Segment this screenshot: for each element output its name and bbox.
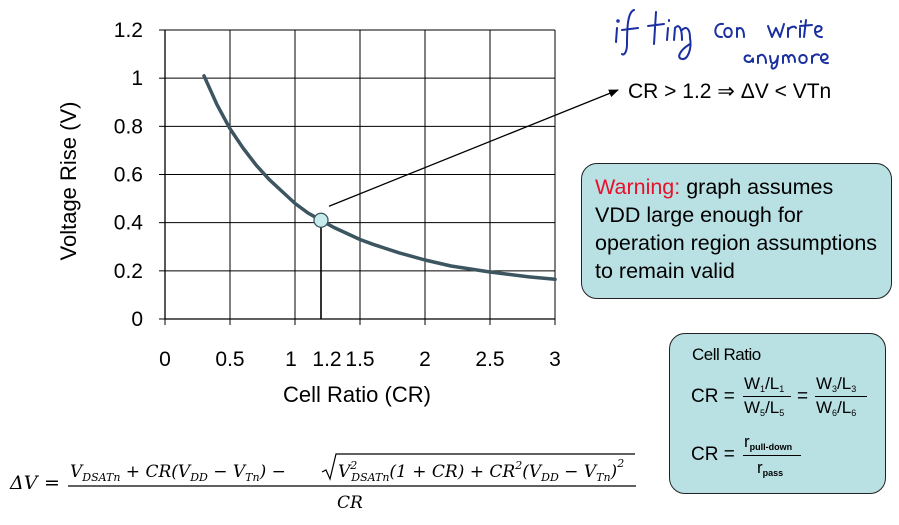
y-tick-label: 1.2 (114, 19, 143, 42)
formula-denominator: CR (337, 493, 363, 513)
x-tick-label: 1 (285, 348, 297, 371)
fraction-2-bar (815, 396, 867, 398)
chart-annotation: CR > 1.2 ⇒ ΔV < VTn (628, 80, 832, 103)
fraction-2-numerator: W3/L3 (816, 374, 857, 394)
resistance-ratio-numerator: rpull-down (744, 432, 793, 452)
warning-label: Warning: (595, 175, 681, 199)
fraction-1-numerator: W1/L1 (744, 374, 785, 394)
x-axis-label: Cell Ratio (CR) (283, 382, 431, 407)
resistance-ratio-bar (743, 455, 801, 457)
equals-sign: = (797, 386, 809, 407)
fraction-2-denominator: W6/L6 (816, 398, 857, 418)
y-tick-label: 0.2 (114, 260, 143, 283)
x-tick-label: 0 (159, 348, 171, 371)
y-tick-label: 0.6 (114, 164, 143, 187)
warning-box: Warning: graph assumes VDD large enough … (581, 163, 892, 299)
formula-numerator: VDSATn + CR(VDD − VTn) − V2 DSATn(1 + CR)… (70, 453, 635, 484)
svg-text:VDSATn + CR(VDD − VTn) −: VDSATn + CR(VDD − VTn) − (70, 462, 286, 484)
warning-text: graph assumes VDD large enough for opera… (595, 175, 878, 283)
fraction-1-bar (743, 396, 791, 398)
formula-equals: = (44, 472, 60, 494)
voltage-rise-curve (202, 74, 557, 282)
cell-ratio-box: Cell Ratio CR = W1/L1 W5/L5 = W3/L3 W6/L… (669, 333, 886, 494)
annotation-arrow (328, 89, 619, 207)
handwritten-note (615, 9, 829, 70)
resistance-ratio-denominator: rpass (757, 458, 784, 478)
cr-lhs-2: CR = (691, 444, 735, 465)
x-tick-label: 3 (549, 348, 561, 371)
cell-ratio-title: Cell Ratio (692, 345, 761, 364)
y-tick-label: 1 (131, 67, 143, 90)
y-tick-label: 0 (131, 308, 143, 331)
cr-lhs-1: CR = (691, 386, 735, 407)
voltage-rise-formula: ΔV = VDSATn + CR(VDD − VTn) − V2 DSATn(1 … (9, 453, 636, 513)
fraction-1-denominator: W5/L5 (744, 398, 785, 418)
y-tick-label: 0.4 (114, 212, 144, 235)
x-tick-label: 2 (419, 348, 431, 371)
formula-lhs: ΔV (9, 472, 40, 494)
x-tick-label: 2.5 (475, 348, 504, 371)
x-tick-label: 1.5 (345, 348, 374, 371)
x-tick-label: 1.2 (312, 348, 341, 371)
x-tick-label: 0.5 (215, 348, 244, 371)
y-tick-label: 0.8 (114, 115, 143, 138)
y-axis-label: Voltage Rise (V) (56, 102, 81, 261)
highlight-point (313, 212, 329, 228)
